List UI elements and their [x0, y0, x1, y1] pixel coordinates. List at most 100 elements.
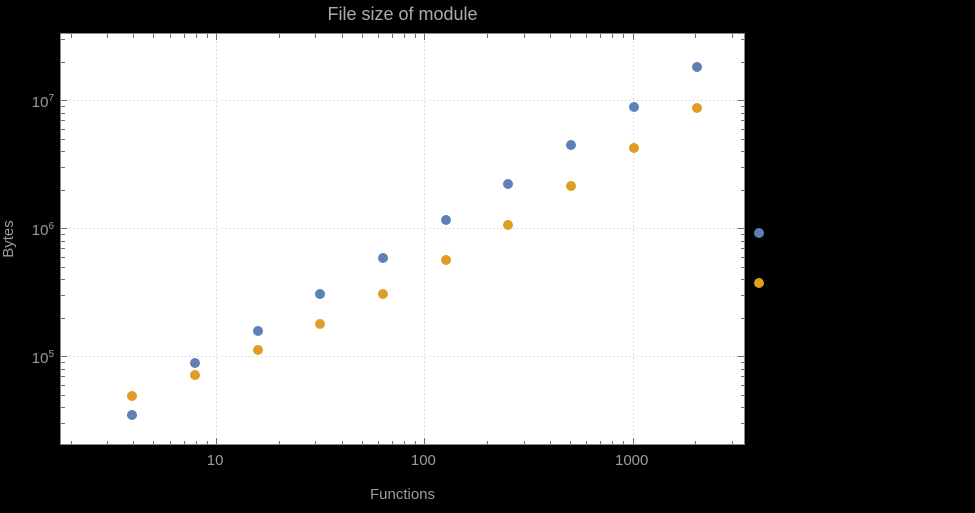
axis-tick [216, 34, 218, 40]
axis-tick [740, 240, 744, 242]
gridline-horizontal [61, 100, 744, 102]
plot-area [60, 33, 745, 445]
axis-tick [740, 39, 744, 41]
axis-tick [424, 34, 426, 40]
axis-tick [378, 34, 380, 38]
axis-tick [153, 440, 155, 444]
axis-tick [61, 138, 65, 140]
axis-tick [61, 423, 65, 425]
axis-tick [623, 440, 625, 444]
axis-tick [487, 440, 489, 444]
axis-tick [133, 440, 135, 444]
axis-tick [549, 440, 551, 444]
axis-tick [61, 356, 67, 358]
axis-tick [586, 440, 588, 444]
x-tick-label: 1000 [614, 452, 649, 469]
axis-tick [569, 440, 571, 444]
axis-tick [195, 440, 197, 444]
axis-tick [61, 266, 65, 268]
axis-tick [61, 120, 65, 122]
axis-tick [61, 128, 65, 130]
y-tick-label: 105 [31, 349, 54, 368]
gridline-horizontal [61, 228, 744, 230]
gridline-vertical [632, 34, 634, 444]
axis-tick [341, 34, 343, 38]
axis-tick [414, 440, 416, 444]
axis-tick [740, 362, 744, 364]
axis-tick [404, 440, 406, 444]
axis-tick [278, 440, 280, 444]
axis-tick [632, 438, 634, 444]
axis-tick [153, 34, 155, 38]
axis-tick [740, 106, 744, 108]
axis-tick [61, 240, 65, 242]
axis-tick [740, 234, 744, 236]
axis-tick [107, 440, 109, 444]
axis-tick [404, 34, 406, 38]
axis-tick [206, 440, 208, 444]
axis-tick [740, 423, 744, 425]
axis-tick [695, 34, 697, 38]
gridline-vertical [424, 34, 426, 444]
axis-tick [732, 440, 734, 444]
axis-tick [61, 234, 65, 236]
axis-tick [183, 440, 185, 444]
axis-tick [169, 34, 171, 38]
axis-tick [612, 34, 614, 38]
axis-tick [740, 61, 744, 63]
axis-tick [740, 376, 744, 378]
axis-tick [740, 295, 744, 297]
axis-tick [216, 438, 218, 444]
axis-tick [206, 34, 208, 38]
axis-tick [361, 440, 363, 444]
axis-tick [569, 34, 571, 38]
axis-tick [61, 39, 65, 41]
axis-tick [487, 34, 489, 38]
axis-tick [740, 256, 744, 258]
axis-tick [61, 279, 65, 281]
axis-tick [61, 248, 65, 250]
axis-tick [600, 34, 602, 38]
axis-tick [549, 34, 551, 38]
chart-title: File size of module [327, 4, 478, 24]
axis-tick [695, 440, 697, 444]
axis-tick [738, 356, 744, 358]
axis-tick [183, 34, 185, 38]
axis-tick [61, 106, 65, 108]
axis-tick [738, 100, 744, 102]
axis-tick [61, 256, 65, 258]
axis-tick [523, 34, 525, 38]
axis-tick [61, 228, 67, 230]
data-point-series-blue [754, 228, 765, 239]
axis-tick [392, 440, 394, 444]
data-point-series-orange [754, 277, 765, 288]
axis-tick [740, 266, 744, 268]
axis-tick [738, 228, 744, 230]
axis-tick [378, 440, 380, 444]
gridline-horizontal [61, 356, 744, 358]
axis-tick [732, 34, 734, 38]
axis-tick [424, 438, 426, 444]
axis-tick [740, 279, 744, 281]
axis-tick [740, 407, 744, 409]
axis-tick [278, 34, 280, 38]
axis-tick [414, 34, 416, 38]
axis-tick [341, 440, 343, 444]
axis-tick [740, 384, 744, 386]
axis-tick [740, 167, 744, 169]
axis-tick [740, 189, 744, 191]
axis-tick [70, 34, 72, 38]
axis-tick [61, 395, 65, 397]
axis-tick [61, 407, 65, 409]
axis-tick [61, 384, 65, 386]
x-axis-label: Functions [369, 486, 436, 503]
y-tick-label: 107 [31, 93, 54, 112]
axis-tick [740, 368, 744, 370]
axis-tick [361, 34, 363, 38]
axis-tick [740, 317, 744, 319]
axis-tick [740, 395, 744, 397]
axis-tick [133, 34, 135, 38]
axis-tick [61, 151, 65, 153]
axis-tick [61, 189, 65, 191]
